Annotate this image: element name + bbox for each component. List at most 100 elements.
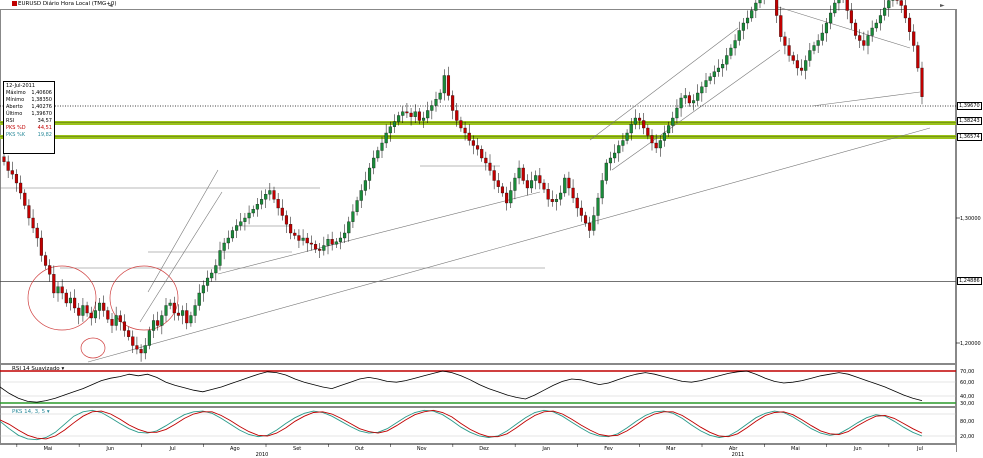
- price-tag-support2: 1,36574: [957, 133, 982, 141]
- candle-bear: [176, 312, 181, 316]
- candle-bear: [127, 330, 131, 337]
- candle-bull: [596, 197, 600, 216]
- xtick-label: Abr: [729, 446, 739, 452]
- candle-bull: [509, 190, 513, 204]
- candle-bear: [297, 235, 301, 241]
- candle-bull: [388, 126, 392, 134]
- candle-bear: [73, 297, 77, 309]
- candle-bear: [496, 180, 500, 187]
- xtick-label: Mai: [44, 446, 53, 452]
- candle-bull: [359, 190, 363, 201]
- candle-bear: [2, 156, 6, 162]
- candle-bull: [887, 0, 891, 9]
- candle-bear: [276, 199, 280, 209]
- candle-bull: [326, 239, 330, 246]
- candle-bear: [916, 45, 920, 69]
- highlight-circle-2: [109, 265, 179, 331]
- info-value: 34,57: [37, 118, 52, 124]
- candle-bear: [492, 170, 496, 181]
- app-icon: [12, 1, 17, 6]
- pks-title-text: PKS 14, 3, 5: [12, 409, 46, 415]
- candle-bear: [64, 292, 68, 304]
- candle-bull: [891, 0, 895, 1]
- candle-bull: [725, 55, 729, 65]
- candle-bear: [305, 237, 309, 244]
- scroll-right-icon[interactable]: ►: [940, 2, 945, 9]
- candle-bull: [426, 110, 430, 119]
- candle-bull: [151, 320, 156, 331]
- candle-bull: [164, 305, 168, 316]
- candle-bear: [500, 186, 505, 194]
- candle-bull: [189, 315, 193, 324]
- candle-bull: [745, 17, 750, 24]
- candle-bull: [733, 40, 737, 49]
- candle-bear: [446, 75, 451, 96]
- info-value: 44,51: [37, 125, 52, 131]
- candle-bull: [160, 315, 164, 326]
- xtick-label: Nov: [417, 446, 427, 452]
- candle-bull: [438, 92, 442, 100]
- info-value: 1,38350: [31, 97, 52, 103]
- candle-bear: [417, 111, 421, 121]
- rsi-menu-icon[interactable]: ▾: [61, 366, 65, 372]
- candle-bear: [783, 36, 787, 46]
- candle-bear: [23, 192, 27, 206]
- candle-bear: [488, 162, 492, 171]
- candle-bull: [554, 199, 559, 202]
- price-panel-frame: [0, 9, 956, 364]
- info-row-last: Último 1,39670: [6, 111, 52, 118]
- candle-bear: [575, 197, 579, 209]
- candle-bull: [658, 140, 662, 149]
- xtick-label: Jun: [105, 446, 114, 452]
- info-row-pks-d: PKS %D 44,51: [6, 125, 52, 132]
- candle-bear: [19, 182, 23, 194]
- scroll-left-icon[interactable]: ◄: [108, 2, 113, 9]
- info-row-rsi: RSI 34,57: [6, 118, 52, 125]
- candle-bear: [405, 111, 409, 114]
- candle-bull: [691, 100, 696, 104]
- candle-bull: [708, 76, 712, 81]
- candle-bear: [10, 170, 14, 175]
- candle-bear: [284, 215, 289, 225]
- candle-bull: [729, 47, 733, 56]
- candle-bear: [14, 174, 19, 184]
- candle-bull: [820, 32, 824, 41]
- candle-bull: [812, 45, 816, 51]
- candle-bear: [467, 132, 471, 141]
- candle-bull: [168, 302, 172, 306]
- candle-bear: [35, 227, 39, 239]
- info-value: 1,40606: [31, 90, 52, 96]
- candle-bull: [679, 97, 683, 109]
- info-label: PKS %D: [6, 125, 26, 131]
- channel-upper-1: [147, 169, 219, 293]
- info-row-pks-k: PKS %K 19,82: [6, 132, 52, 139]
- candle-bear: [156, 320, 160, 326]
- candle-bull: [683, 95, 687, 99]
- candle-bull: [226, 237, 230, 244]
- candle-bear: [451, 95, 455, 111]
- candle-bear: [280, 207, 284, 216]
- candle-bull: [671, 117, 675, 126]
- candle-bull: [700, 86, 704, 94]
- candle-bull: [343, 232, 347, 239]
- pks-menu-icon[interactable]: ▾: [46, 409, 50, 415]
- rsi-title: RSI 14 Suavizado ▾: [12, 366, 64, 372]
- candle-bull: [870, 27, 874, 36]
- window-title: EURUSD Diário Hora Local (TMG+0): [12, 1, 117, 7]
- year-label: 2011: [732, 452, 745, 458]
- candle-bear: [588, 222, 592, 231]
- candle-bull: [363, 180, 367, 191]
- candle-bear: [455, 110, 459, 121]
- candle-bear: [791, 55, 795, 61]
- candle-bull: [442, 75, 446, 94]
- candle-bull: [147, 330, 151, 346]
- candle-bull: [56, 286, 60, 294]
- candle-bull: [230, 230, 235, 239]
- candle-bull: [621, 140, 625, 146]
- rsi-tick-label: 70,00: [960, 369, 974, 375]
- channel-lower-2: [611, 49, 781, 171]
- candle-bear: [799, 67, 804, 71]
- support-band-2: [0, 135, 956, 139]
- candle-bull: [421, 117, 426, 121]
- candle-bear: [920, 67, 924, 97]
